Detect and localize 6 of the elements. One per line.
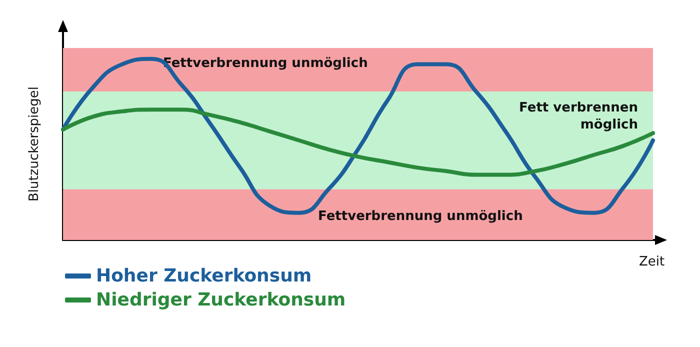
y-axis-title: Blutzuckerspiegel — [27, 86, 42, 202]
x-axis-title: Zeit — [639, 254, 665, 270]
legend-label: Hoher Zuckerkonsum — [96, 266, 312, 286]
band-label: Fett verbrennen möglich — [519, 100, 638, 132]
legend-label: Niedriger Zuckerkonsum — [96, 290, 346, 310]
band-label: Fettverbrennung unmöglich — [318, 209, 523, 224]
